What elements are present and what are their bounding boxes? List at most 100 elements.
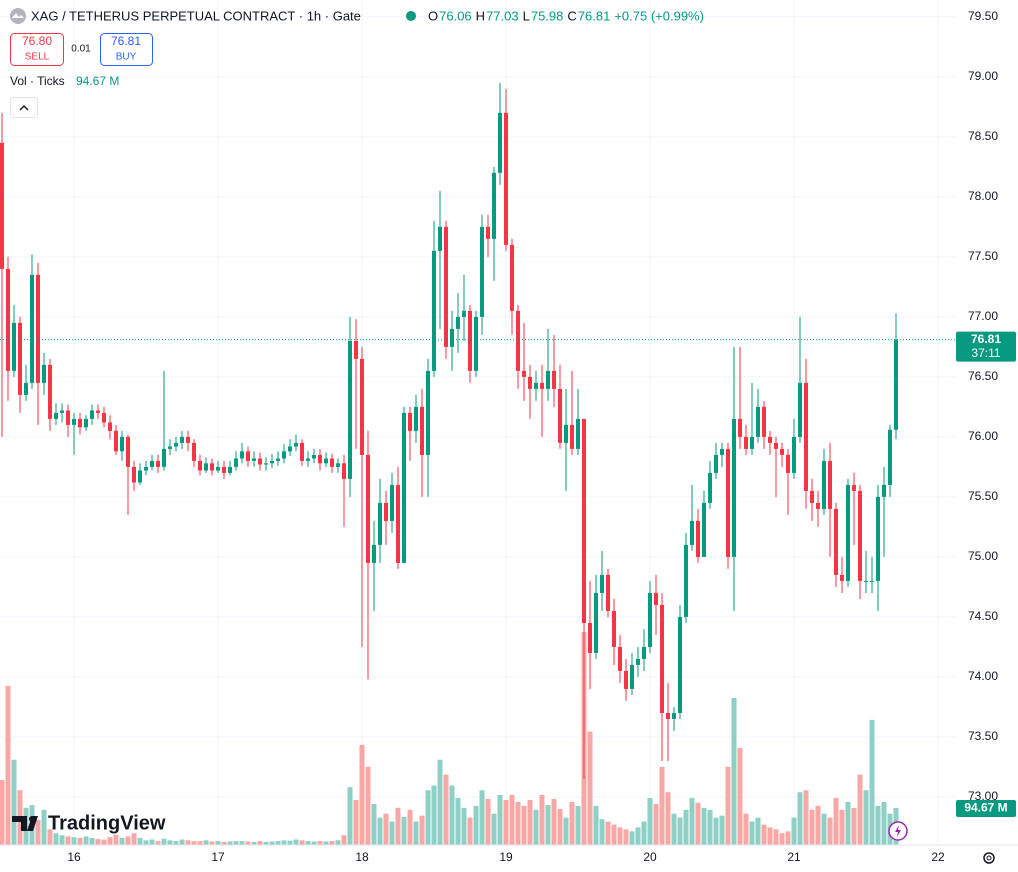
candle-body <box>330 458 334 467</box>
volume-bar <box>83 836 89 845</box>
volume-bar <box>857 774 863 845</box>
candle-body <box>276 458 280 461</box>
candle-body <box>630 664 634 689</box>
candle-body <box>762 406 766 437</box>
candle-body <box>816 502 820 509</box>
candle-body <box>798 382 802 437</box>
candle-body <box>306 458 310 461</box>
volume-bar <box>617 827 623 845</box>
volume-bar <box>827 817 833 845</box>
volume-bar <box>347 787 353 845</box>
volume-bar <box>731 697 737 845</box>
candle-body <box>48 364 52 419</box>
candle-body <box>606 574 610 611</box>
candle-body <box>36 274 40 383</box>
buy-button[interactable] <box>100 33 153 66</box>
candle-body <box>282 451 286 459</box>
volume-bar <box>323 841 329 845</box>
candle-body <box>684 544 688 617</box>
volume-bar <box>689 798 695 845</box>
volume-bar <box>797 792 803 845</box>
candle-body <box>834 508 838 575</box>
collapse-button[interactable] <box>10 97 38 118</box>
settings-button[interactable] <box>983 852 995 864</box>
y-tick-label: 78.00 <box>968 189 998 203</box>
volume-bar <box>329 841 335 845</box>
volume-bar <box>725 766 731 845</box>
volume-bar <box>569 801 575 845</box>
ohlc-value: 76.81 <box>578 8 611 23</box>
volume-bar <box>5 685 11 845</box>
volume-bar <box>521 805 527 845</box>
candle-body <box>708 472 712 503</box>
x-tick-label: 20 <box>643 850 657 864</box>
y-tick-label: 75.00 <box>968 549 998 563</box>
volume-bar <box>605 821 611 845</box>
candle-body <box>396 484 400 563</box>
volume-bar <box>185 840 191 845</box>
candle-body <box>300 442 304 461</box>
candle-body <box>366 454 370 563</box>
volume-bar <box>533 809 539 845</box>
volume-bar <box>455 798 461 845</box>
volume-bar <box>335 840 341 845</box>
x-tick-label: 17 <box>211 850 225 864</box>
candle-body <box>582 418 586 623</box>
candle-body <box>546 370 550 389</box>
volume-bar <box>671 813 677 845</box>
x-tick-label: 21 <box>787 850 801 864</box>
volume-bar <box>473 805 479 845</box>
volume-bar <box>89 837 95 845</box>
volume-bar <box>443 774 449 845</box>
symbol-title: XAG / TETHERUS PERPETUAL CONTRACT · 1h ·… <box>31 8 361 23</box>
volume-bar <box>431 785 437 845</box>
volume-bar <box>749 821 755 845</box>
volume-bar <box>245 841 251 845</box>
volume-bar <box>311 841 317 845</box>
candle-body <box>450 328 454 347</box>
volume-bar <box>575 805 581 845</box>
candle-body <box>726 448 730 557</box>
volume-bar <box>821 813 827 845</box>
candle-body <box>438 226 442 251</box>
volume-bar <box>107 837 113 845</box>
y-tick-label: 79.00 <box>968 69 998 83</box>
candle-body <box>804 382 808 491</box>
volume-bar <box>359 744 365 845</box>
volume-bar <box>437 759 443 845</box>
candle-body <box>228 466 232 473</box>
candle-body <box>258 458 262 465</box>
candle-body <box>876 496 880 581</box>
volume-bar <box>143 840 149 845</box>
indicator-name: Vol · Ticks <box>10 74 65 88</box>
volume-bar <box>77 837 83 845</box>
candle-body <box>594 592 598 653</box>
volume-bar <box>371 803 377 845</box>
ohlc-value: 75.98 <box>531 8 564 23</box>
candle-body <box>678 616 682 713</box>
brand-name: TradingView <box>48 812 166 834</box>
candle-body <box>792 436 796 473</box>
volume-bar <box>71 837 77 845</box>
candle-body <box>552 370 556 389</box>
buy-price: 76.81 <box>111 34 141 48</box>
candle-body <box>672 712 676 719</box>
volume-bar <box>719 815 725 845</box>
volume-bar <box>485 798 491 845</box>
candle-body <box>750 436 754 449</box>
volume-bar <box>209 841 215 845</box>
candle-body <box>894 339 898 430</box>
volume-bar <box>113 834 119 845</box>
candle-body <box>840 574 844 581</box>
candle-body <box>822 460 826 509</box>
volume-bar <box>233 841 239 845</box>
volume-bar <box>95 839 101 845</box>
collapse-icon <box>19 105 29 111</box>
volume-bar <box>287 840 293 845</box>
volume-bar <box>503 800 509 845</box>
candle-body <box>636 658 640 665</box>
volume-bar <box>713 817 719 845</box>
sell-button[interactable] <box>10 33 64 66</box>
volume-bar <box>803 790 809 845</box>
